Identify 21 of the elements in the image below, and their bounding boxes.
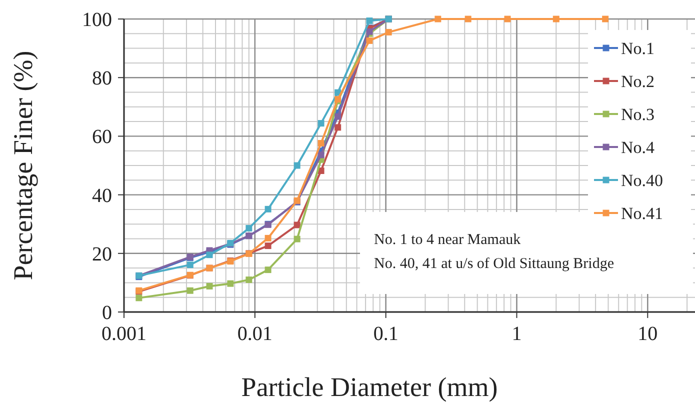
legend-label: No.40 [621,170,664,190]
y-tick-label: 40 [92,184,112,207]
annotation: No. 40, 41 at u/s of Old Sittaung Bridge [374,256,614,272]
y-tick-label: 60 [92,126,112,148]
y-tick-label: 80 [92,68,112,90]
legend-label: No.2 [621,72,655,91]
legend-label: No.3 [621,104,655,124]
legend-label: No.4 [621,138,656,157]
x-axis-title: Particle Diameter (mm) [241,372,498,402]
y-axis-title: Percentage Finer (%) [8,50,38,280]
y-tick-label: 0 [102,302,112,324]
annotation: No. 1 to 4 near Mamauk [374,232,522,248]
y-tick-label: 20 [92,243,112,266]
y-tick-label: 100 [82,9,112,31]
x-tick-label: 0.001 [102,323,146,345]
x-tick-label: 0.1 [373,323,398,345]
legend-label: No.41 [621,204,664,223]
x-tick-label: 0.01 [237,323,272,345]
legend-label: No.1 [621,38,655,58]
x-tick-label: 10 [638,323,658,345]
x-tick-label: 1 [512,323,522,345]
